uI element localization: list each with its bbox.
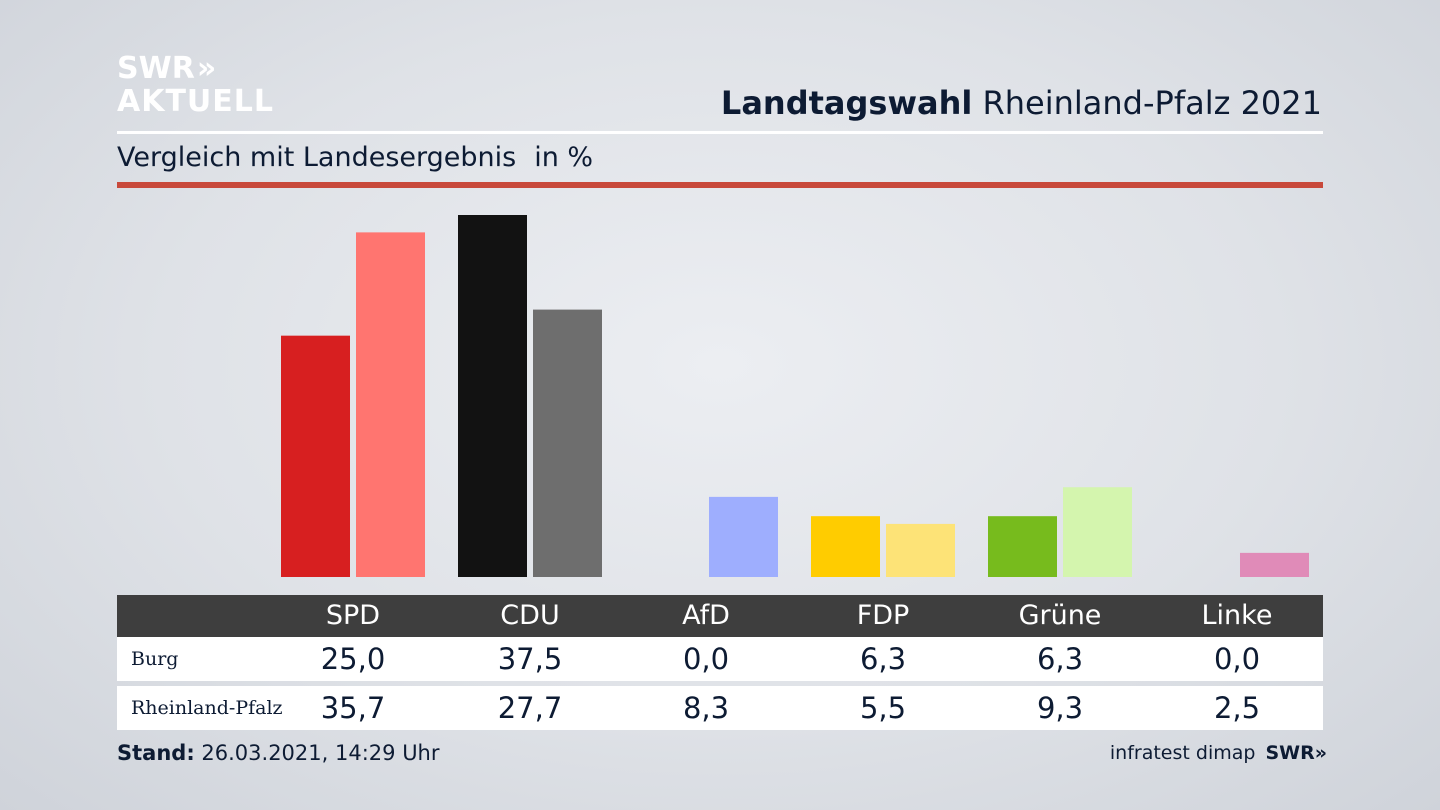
- row-label-rheinland-pfalz: Rheinland-Pfalz: [131, 697, 283, 719]
- bar-fdp-burg: [811, 516, 880, 577]
- column-header-cdu: CDU: [500, 600, 560, 631]
- value-burg-linke: 0,0: [1213, 642, 1261, 676]
- subtitle-text: Vergleich mit Landesergebnis: [117, 142, 517, 173]
- chevron-right-icon: »: [1314, 742, 1327, 764]
- value-rheinland-pfalz-cdu: 27,7: [497, 691, 563, 725]
- row-label-burg: Burg: [131, 648, 179, 670]
- table-row-rheinland-pfalz: Rheinland-Pfalz 35,7 27,7 8,3 5,5 9,3 2,5: [117, 686, 1323, 730]
- stand-label: Stand:: [117, 741, 195, 765]
- column-header-spd: SPD: [325, 600, 381, 631]
- header-divider: [117, 131, 1323, 134]
- title-rest: Rheinland-Pfalz 2021: [982, 84, 1322, 122]
- stand-value: 26.03.2021, 14:29 Uhr: [201, 741, 440, 765]
- title-bold: Landtagswahl: [720, 84, 973, 122]
- value-rheinland-pfalz-spd: 35,7: [320, 691, 386, 725]
- bar-gr-ne-rheinland-pfalz: [1063, 487, 1132, 577]
- accent-divider: [117, 182, 1323, 188]
- swr-logo: SWR»: [1265, 742, 1327, 764]
- page-title: Landtagswahl Rheinland-Pfalz 2021: [721, 84, 1322, 122]
- logo-line2: AKTUELL: [117, 84, 275, 119]
- unit-label: in %: [534, 142, 594, 173]
- table-row-burg: Burg 25,0 37,5 0,0 6,3 6,3 0,0: [117, 637, 1323, 681]
- value-rheinland-pfalz-fdp: 5,5: [859, 691, 907, 725]
- bar-spd-rheinland-pfalz: [356, 232, 425, 577]
- bar-fdp-rheinland-pfalz: [886, 523, 955, 577]
- timestamp: Stand: 26.03.2021, 14:29 Uhr: [117, 741, 440, 765]
- bar-afd-rheinland-pfalz: [709, 496, 778, 577]
- value-burg-gr-ne: 6,3: [1036, 642, 1084, 676]
- source-credit: infratest dimap SWR»: [1109, 742, 1327, 764]
- logo-line1: SWR: [117, 51, 195, 86]
- source-text: infratest dimap: [1109, 742, 1256, 764]
- column-header-gr-ne: Grüne: [1018, 600, 1102, 631]
- chart-subtitle: Vergleich mit Landesergebnis in %: [117, 142, 593, 173]
- bar-spd-burg: [281, 335, 350, 577]
- table-header: SPD CDU AfD FDP Grüne Linke: [117, 595, 1323, 637]
- bar-cdu-rheinland-pfalz: [533, 309, 602, 577]
- value-rheinland-pfalz-linke: 2,5: [1213, 691, 1261, 725]
- bar-gr-ne-burg: [988, 516, 1057, 577]
- value-burg-afd: 0,0: [682, 642, 730, 676]
- swr-logo-text: SWR: [1265, 742, 1315, 764]
- bar-cdu-burg: [458, 215, 527, 577]
- value-burg-fdp: 6,3: [859, 642, 907, 676]
- column-header-fdp: FDP: [856, 600, 910, 631]
- column-header-afd: AfD: [682, 600, 730, 631]
- value-burg-cdu: 37,5: [497, 642, 563, 676]
- value-rheinland-pfalz-gr-ne: 9,3: [1036, 691, 1084, 725]
- bar-linke-rheinland-pfalz: [1240, 552, 1309, 577]
- swr-aktuell-logo: SWR» AKTUELL: [117, 54, 274, 117]
- value-burg-spd: 25,0: [320, 642, 386, 676]
- column-header-linke: Linke: [1201, 600, 1273, 631]
- value-rheinland-pfalz-afd: 8,3: [682, 691, 730, 725]
- results-table: SPD CDU AfD FDP Grüne Linke Burg 25,0 37,5 0,0 6…: [117, 595, 1323, 730]
